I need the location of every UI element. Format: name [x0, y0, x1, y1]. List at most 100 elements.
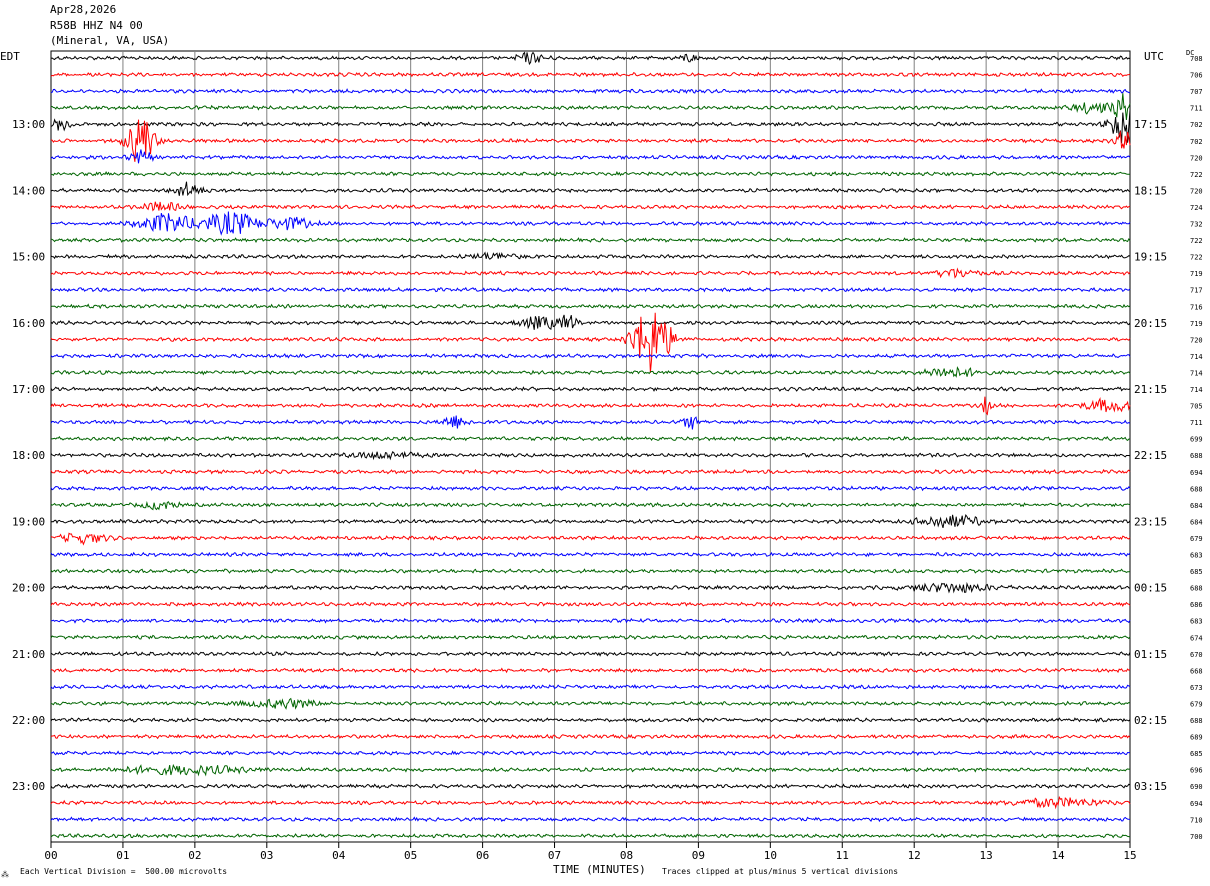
dc-offset-label: 724 [1190, 204, 1203, 212]
trace-line [50, 485, 1131, 492]
trace-line [50, 237, 1131, 243]
dc-offset-label: 720 [1190, 154, 1203, 162]
x-tick-label: 02 [188, 849, 201, 862]
trace-line [50, 415, 1131, 430]
x-tick-label: 04 [332, 849, 346, 862]
trace-line [50, 514, 1131, 529]
trace-line [50, 450, 1131, 461]
dc-offset-label: 719 [1190, 270, 1203, 278]
right-hour-label: 22:15 [1134, 449, 1167, 462]
dc-offset-label: 714 [1190, 353, 1203, 361]
dc-offset-label: 722 [1190, 171, 1203, 179]
x-tick-label: 03 [260, 849, 273, 862]
trace-line [50, 201, 1131, 212]
left-hour-label: 23:00 [12, 780, 45, 793]
trace-line [50, 783, 1131, 790]
dc-offset-label: 686 [1190, 601, 1203, 609]
left-hour-label: 15:00 [12, 251, 45, 264]
right-hour-label: 00:15 [1134, 582, 1167, 595]
trace-line [50, 816, 1131, 823]
trace-line [50, 119, 1131, 162]
trace-line [50, 71, 1131, 78]
dc-offset-label: 711 [1190, 419, 1203, 427]
dc-offset-label: 702 [1190, 138, 1203, 146]
dc-offset-label: 720 [1190, 187, 1203, 195]
trace-line [50, 303, 1131, 310]
x-tick-label: 13 [980, 849, 993, 862]
trace-line [50, 286, 1131, 293]
left-hour-label: 17:00 [12, 383, 45, 396]
trace-line [50, 833, 1131, 839]
x-tick-label: 09 [692, 849, 705, 862]
trace-line [50, 795, 1131, 810]
trace-line [50, 386, 1131, 392]
footer-mark: ⁂ [1, 870, 9, 879]
trace-line [50, 568, 1131, 574]
trace-line [50, 551, 1131, 558]
dc-offset-label: 685 [1190, 568, 1203, 576]
dc-offset-label: 714 [1190, 369, 1203, 377]
clipping-note: Traces clipped at plus/minus 5 vertical … [662, 867, 899, 876]
dc-offset-label: 684 [1190, 518, 1203, 526]
right-hour-label: 23:15 [1134, 515, 1167, 528]
dc-label: DC [1186, 49, 1195, 57]
trace-line [50, 634, 1131, 641]
dc-offset-label: 699 [1190, 436, 1203, 444]
x-tick-label: 01 [116, 849, 129, 862]
trace-line [50, 532, 1131, 546]
dc-offset-label: 720 [1190, 336, 1203, 344]
dc-offset-label: 670 [1190, 651, 1203, 659]
dc-offset-label: 702 [1190, 121, 1203, 129]
vertical-division-note: Each Vertical Division = 500.00 microvol… [20, 867, 228, 876]
dc-offset-label: 714 [1190, 386, 1203, 394]
dc-offset-label: 711 [1190, 105, 1203, 113]
x-tick-label: 15 [1123, 849, 1136, 862]
x-tick-label: 05 [404, 849, 417, 862]
dc-offset-label: 673 [1190, 684, 1203, 692]
trace-line [50, 750, 1130, 756]
dc-offset-label: 696 [1190, 767, 1203, 775]
dc-offset-label: 705 [1190, 403, 1203, 411]
dc-offset-label: 683 [1190, 552, 1203, 560]
dc-offset-label: 732 [1190, 221, 1203, 229]
trace-line [50, 617, 1131, 624]
dc-offset-label: 722 [1190, 254, 1203, 262]
trace-line [50, 181, 1131, 197]
x-tick-label: 12 [908, 849, 921, 862]
dc-offset-label: 690 [1190, 783, 1203, 791]
x-tick-label: 00 [44, 849, 57, 862]
trace-line [50, 211, 1131, 236]
dc-offset-label: 694 [1190, 469, 1203, 477]
trace-line [50, 468, 1131, 475]
trace-line [50, 312, 1131, 373]
dc-offset-label: 688 [1190, 717, 1203, 725]
x-tick-label: 10 [764, 849, 777, 862]
trace-line [50, 581, 1131, 594]
trace-line [50, 717, 1131, 723]
trace-line [50, 149, 1131, 164]
right-hour-label: 03:15 [1134, 780, 1167, 793]
x-tick-label: 06 [476, 849, 489, 862]
dc-offset-label: 694 [1190, 800, 1203, 808]
dc-offset-label: 722 [1190, 237, 1203, 245]
trace-line [50, 667, 1131, 674]
trace-line [50, 650, 1131, 657]
right-hour-label: 18:15 [1134, 184, 1167, 197]
trace-line [50, 396, 1131, 416]
trace-line [50, 51, 1131, 66]
left-hour-label: 22:00 [12, 714, 45, 727]
x-tick-label: 14 [1051, 849, 1065, 862]
dc-offset-label: 688 [1190, 485, 1203, 493]
left-hour-label: 19:00 [12, 515, 45, 528]
dc-offset-label: 679 [1190, 535, 1203, 543]
dc-offset-label: 717 [1190, 287, 1203, 295]
trace-line [51, 170, 1131, 177]
trace-line [50, 251, 1131, 260]
trace-line [50, 109, 1131, 144]
dc-offset-label: 684 [1190, 502, 1203, 510]
left-hour-label: 18:00 [12, 449, 45, 462]
location-label: (Mineral, VA, USA) [50, 34, 170, 47]
dc-offset-label: 707 [1190, 88, 1203, 96]
dc-offset-label: 689 [1190, 734, 1203, 742]
